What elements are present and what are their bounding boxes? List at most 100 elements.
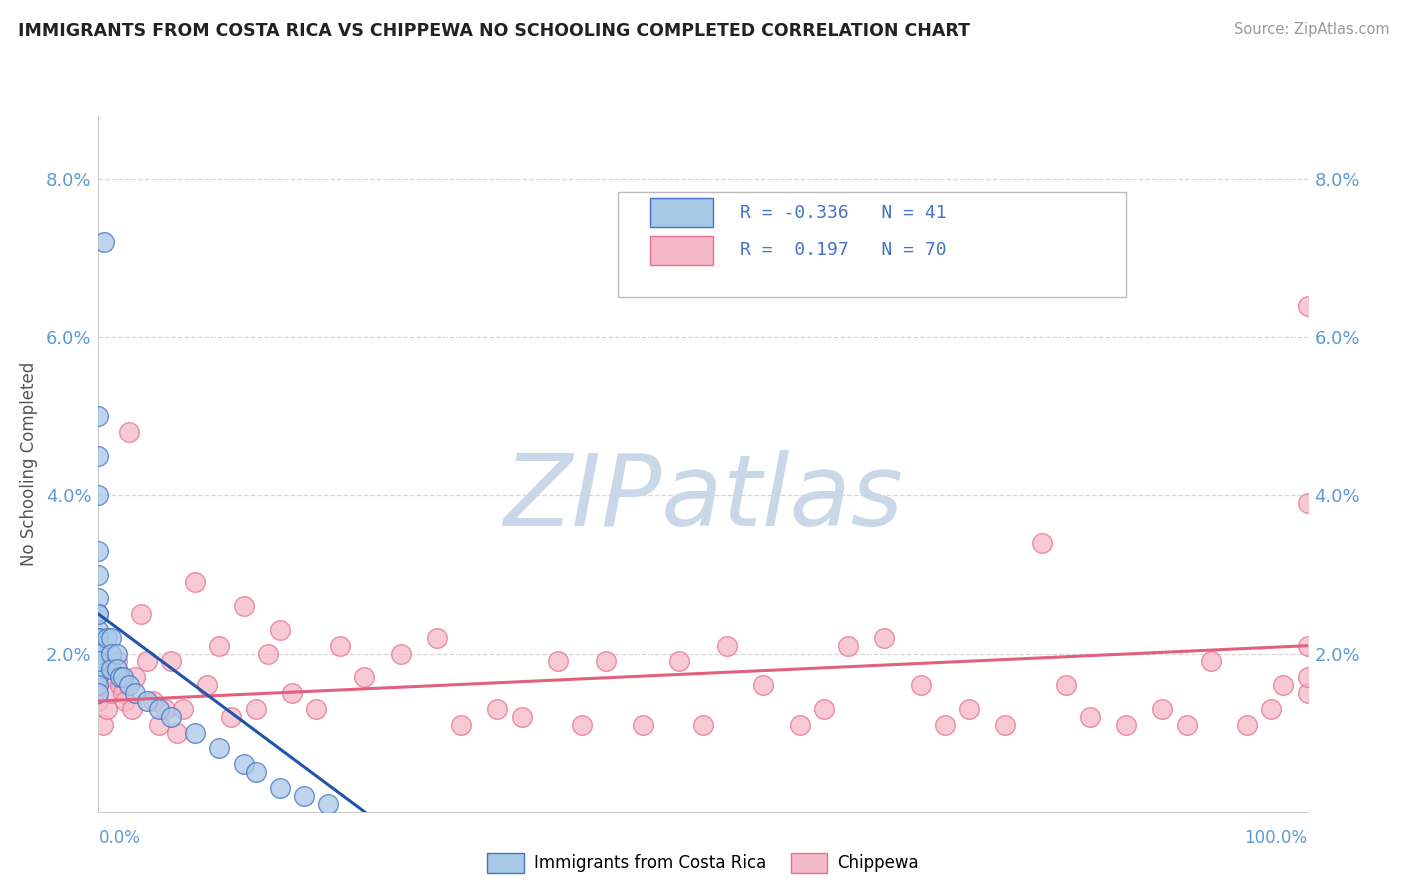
Point <box>873 631 896 645</box>
Point <box>1272 678 1295 692</box>
Point <box>101 670 124 684</box>
Point <box>245 765 267 780</box>
Text: 0.0%: 0.0% <box>98 829 141 847</box>
Point <box>100 631 122 645</box>
Point <box>160 655 183 669</box>
Point <box>87 662 110 676</box>
Point <box>87 607 110 621</box>
Point <box>87 694 110 708</box>
Point <box>96 631 118 645</box>
Point <box>172 702 194 716</box>
Point <box>789 717 811 731</box>
Point <box>692 717 714 731</box>
Point <box>87 678 110 692</box>
Point <box>245 702 267 716</box>
Point <box>87 655 110 669</box>
Point <box>1199 655 1222 669</box>
Point <box>87 655 110 669</box>
Point <box>87 639 110 653</box>
Point <box>329 639 352 653</box>
Point <box>1115 717 1137 731</box>
Text: IMMIGRANTS FROM COSTA RICA VS CHIPPEWA NO SCHOOLING COMPLETED CORRELATION CHART: IMMIGRANTS FROM COSTA RICA VS CHIPPEWA N… <box>18 22 970 40</box>
Point <box>1152 702 1174 716</box>
Point <box>353 670 375 684</box>
Point <box>813 702 835 716</box>
Point <box>87 647 110 661</box>
Point <box>105 647 128 661</box>
Point <box>1296 686 1319 700</box>
Point <box>910 678 932 692</box>
Point <box>105 655 128 669</box>
Point <box>292 789 315 803</box>
Point <box>1175 717 1198 731</box>
Point <box>631 717 654 731</box>
Point <box>124 686 146 700</box>
Point <box>221 710 243 724</box>
Point <box>1054 678 1077 692</box>
Point <box>1236 717 1258 731</box>
Point <box>114 694 136 708</box>
Point <box>1296 496 1319 510</box>
Point <box>91 717 114 731</box>
Point <box>87 449 110 463</box>
Point <box>208 639 231 653</box>
FancyBboxPatch shape <box>650 235 713 265</box>
Point <box>108 670 131 684</box>
Point <box>281 686 304 700</box>
Point <box>135 694 157 708</box>
Point <box>105 662 128 676</box>
Point <box>148 702 170 716</box>
Point <box>1078 710 1101 724</box>
Point <box>547 655 569 669</box>
Point <box>595 655 617 669</box>
Point <box>111 686 134 700</box>
Point <box>232 599 254 614</box>
Point <box>100 686 122 700</box>
Point <box>129 607 152 621</box>
Point <box>232 757 254 772</box>
Point <box>1296 639 1319 653</box>
Point <box>316 797 339 811</box>
Point <box>87 678 110 692</box>
Point <box>142 694 165 708</box>
Point <box>305 702 328 716</box>
Point <box>87 591 110 606</box>
Point <box>716 639 738 653</box>
Point <box>148 717 170 731</box>
Point <box>957 702 980 716</box>
Point <box>153 702 176 716</box>
Text: R = -0.336   N = 41: R = -0.336 N = 41 <box>741 203 948 222</box>
FancyBboxPatch shape <box>650 198 713 227</box>
Legend: Immigrants from Costa Rica, Chippewa: Immigrants from Costa Rica, Chippewa <box>481 847 925 880</box>
Point <box>166 725 188 739</box>
Point <box>184 575 207 590</box>
Point <box>269 780 291 795</box>
Point <box>486 702 509 716</box>
Text: R =  0.197   N = 70: R = 0.197 N = 70 <box>741 241 948 260</box>
Text: Source: ZipAtlas.com: Source: ZipAtlas.com <box>1233 22 1389 37</box>
Point <box>389 647 412 661</box>
Point <box>100 647 122 661</box>
Point <box>108 678 131 692</box>
Point <box>994 717 1017 731</box>
Point <box>1296 299 1319 313</box>
Point <box>184 725 207 739</box>
Point <box>87 409 110 424</box>
Point <box>256 647 278 661</box>
Point <box>93 235 115 250</box>
Point <box>934 717 956 731</box>
Point <box>269 623 291 637</box>
Point <box>118 425 141 440</box>
Point <box>195 678 218 692</box>
Point <box>668 655 690 669</box>
Point <box>1296 670 1319 684</box>
Point <box>87 631 110 645</box>
Text: 100.0%: 100.0% <box>1244 829 1308 847</box>
Point <box>510 710 533 724</box>
Point <box>87 623 110 637</box>
Point <box>135 655 157 669</box>
Point <box>87 686 110 700</box>
Point <box>87 543 110 558</box>
Point <box>1031 536 1053 550</box>
FancyBboxPatch shape <box>619 193 1126 297</box>
